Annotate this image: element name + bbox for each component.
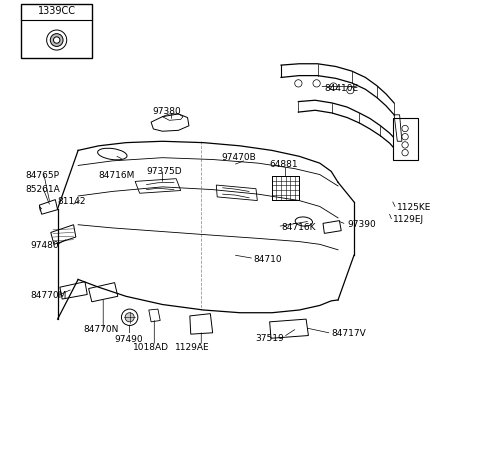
Circle shape	[295, 81, 302, 88]
Circle shape	[125, 313, 134, 322]
Bar	[272, 177, 299, 200]
Circle shape	[313, 81, 320, 88]
Text: 84770N: 84770N	[83, 324, 119, 333]
Text: 97480: 97480	[30, 240, 59, 249]
Circle shape	[121, 309, 138, 326]
Bar	[21, 5, 92, 59]
Text: 84770M: 84770M	[30, 290, 67, 299]
Text: 97490: 97490	[114, 334, 143, 344]
Text: 97390: 97390	[347, 219, 376, 228]
Circle shape	[53, 38, 60, 44]
Circle shape	[347, 87, 354, 95]
Circle shape	[402, 150, 408, 157]
Circle shape	[330, 84, 337, 91]
Text: 1018AD: 1018AD	[133, 342, 169, 351]
Text: 84716K: 84716K	[281, 222, 315, 231]
Text: 84410E: 84410E	[324, 84, 359, 93]
Text: 37519: 37519	[255, 333, 284, 342]
Text: 64881: 64881	[270, 159, 298, 168]
Circle shape	[402, 134, 408, 141]
Circle shape	[50, 35, 63, 47]
Text: 85261A: 85261A	[26, 184, 60, 193]
Text: 97380: 97380	[153, 107, 181, 116]
Text: 1125KE: 1125KE	[397, 202, 432, 212]
Text: 97375D: 97375D	[146, 166, 182, 175]
Text: 1339CC: 1339CC	[38, 6, 76, 16]
Bar	[393, 119, 418, 160]
Text: 1129AE: 1129AE	[175, 342, 209, 351]
Circle shape	[47, 31, 67, 51]
Text: 97470B: 97470B	[222, 152, 256, 162]
Text: 84710: 84710	[253, 254, 282, 263]
Text: 84765P: 84765P	[26, 171, 60, 180]
Text: 81142: 81142	[58, 197, 86, 206]
Text: 84717V: 84717V	[331, 329, 366, 338]
Text: 84716M: 84716M	[99, 171, 135, 180]
Text: 1129EJ: 1129EJ	[393, 215, 424, 224]
Circle shape	[402, 126, 408, 132]
Circle shape	[402, 142, 408, 149]
